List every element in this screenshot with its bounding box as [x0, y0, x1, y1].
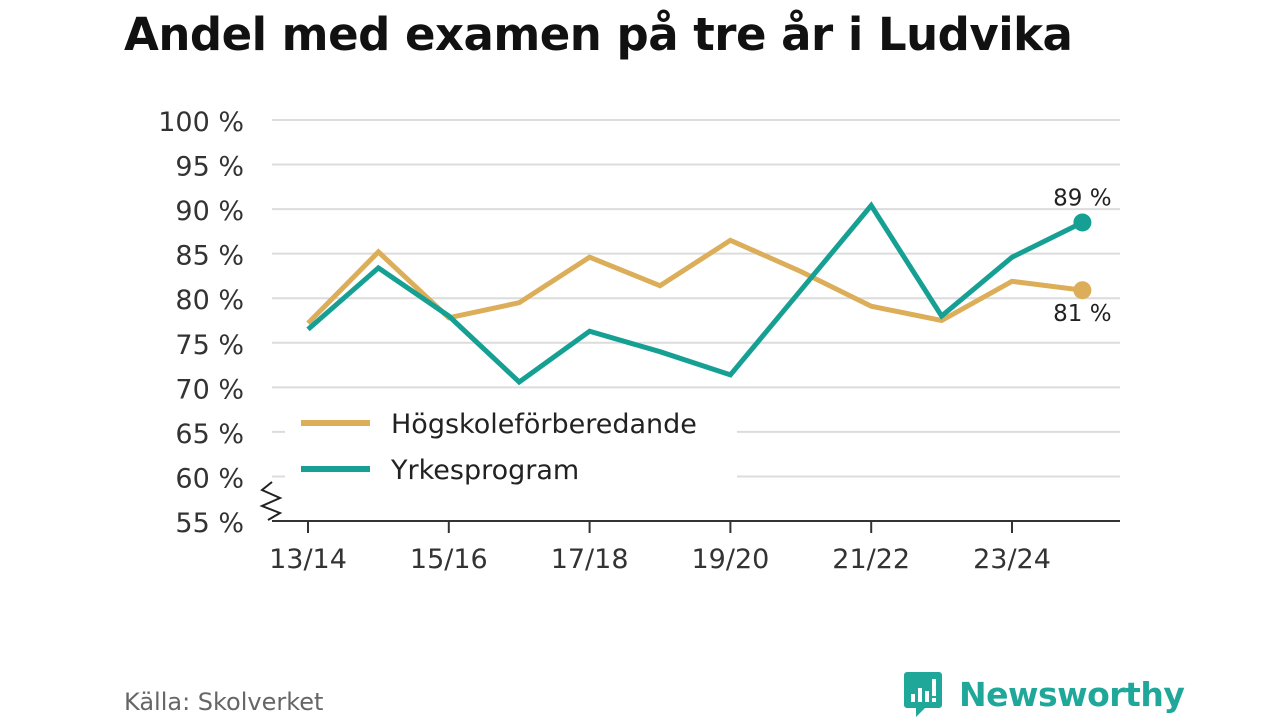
end-value-label: 89 %: [1053, 185, 1111, 211]
series-line-yrkesprogram: [306, 201, 1084, 386]
x-axis-tick-labels: 13/14 15/16 17/18 19/20 21/22 23/24: [269, 544, 1051, 575]
y-axis-break-icon: [259, 481, 283, 521]
axis-break-zigzag: [259, 481, 283, 521]
brand-logo[interactable]: Newsworthy: [903, 670, 1185, 718]
y-tick-label: 65 %: [175, 419, 244, 450]
y-tick-label: 85 %: [175, 241, 244, 272]
y-tick-label: 100 %: [158, 107, 244, 138]
end-value-label: 81 %: [1053, 301, 1111, 327]
legend-label: Högskoleförberedande: [391, 409, 697, 440]
end-point-marker: [1073, 281, 1092, 300]
y-axis-tick-labels: 55 % 60 % 65 % 70 % 75 % 80 % 85 % 90 % 95 % 100 …: [158, 107, 244, 539]
source-text: Källa: Skolverket: [124, 688, 324, 716]
x-tick-label: 21/22: [832, 544, 910, 575]
series-lines: [306, 201, 1092, 386]
y-tick-label: 75 %: [175, 330, 244, 361]
x-tick-label: 17/18: [551, 544, 629, 575]
legend-background: [285, 398, 737, 478]
x-tick-label: 23/24: [973, 544, 1051, 575]
x-tick-label: 15/16: [410, 544, 488, 575]
y-tick-label: 60 %: [175, 463, 244, 494]
x-tick-label: 19/20: [691, 544, 769, 575]
x-axis: [272, 520, 1120, 533]
y-tick-label: 55 %: [175, 508, 244, 539]
y-tick-label: 70 %: [175, 374, 244, 405]
legend: Högskoleförberedande Yrkesprogram: [285, 398, 737, 486]
chart-title: Andel med examen på tre år i Ludvika: [124, 8, 1073, 61]
legend-label: Yrkesprogram: [390, 455, 579, 486]
x-tick-label: 13/14: [269, 544, 347, 575]
y-tick-label: 95 %: [175, 152, 244, 183]
y-tick-label: 90 %: [175, 196, 244, 227]
end-point-marker: [1073, 213, 1092, 232]
brand-name: Newsworthy: [959, 674, 1185, 714]
y-tick-label: 80 %: [175, 285, 244, 316]
end-value-labels: 81 % 89 %: [1053, 185, 1111, 327]
newsworthy-logo-icon: [904, 672, 942, 717]
